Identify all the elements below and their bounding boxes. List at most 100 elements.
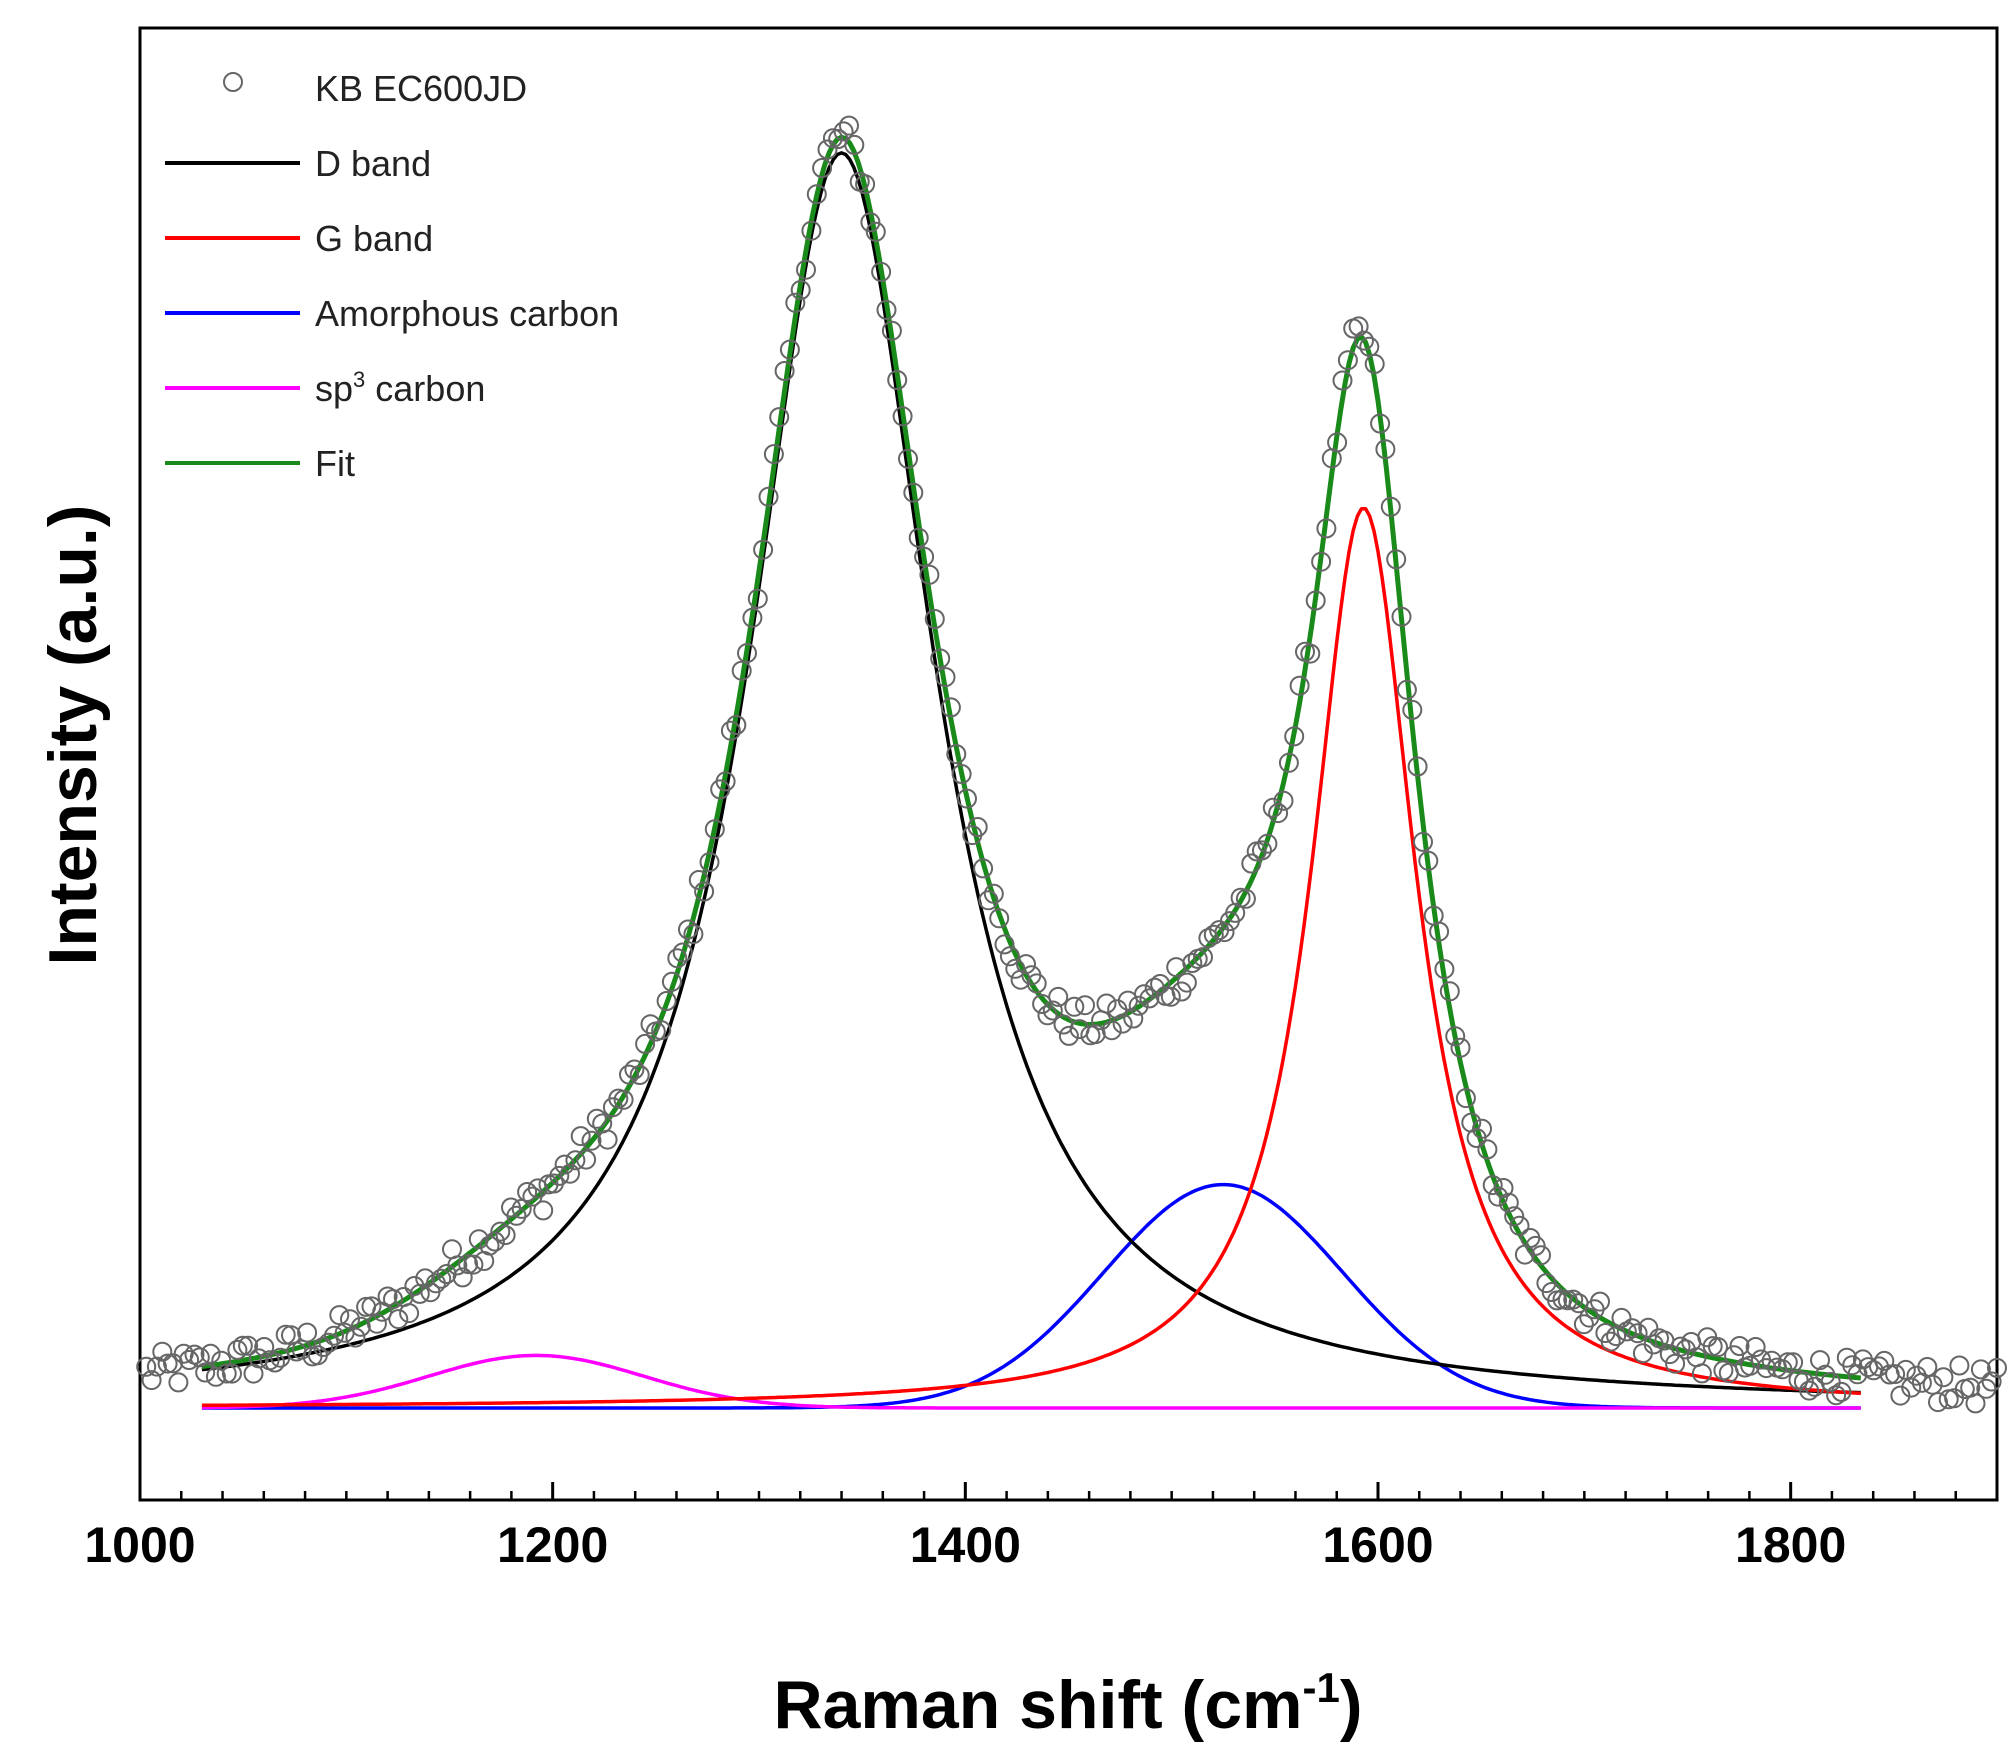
- data-point: [1128, 995, 1149, 1016]
- data-point: [801, 220, 822, 241]
- legend-entry: G band: [315, 218, 433, 259]
- data-point: [940, 697, 961, 718]
- data-point: [683, 924, 704, 945]
- data-point: [490, 1221, 511, 1242]
- data-point: [141, 1370, 162, 1391]
- data-point: [763, 444, 784, 465]
- data-point: [924, 609, 945, 629]
- x-tick-labels: 1000 1200 1400 1600 1800: [84, 1517, 1846, 1573]
- data-point: [1016, 954, 1036, 975]
- data-point: [1509, 1215, 1530, 1236]
- data-point: [1337, 350, 1358, 371]
- data-point: [629, 1065, 650, 1085]
- data-point: [903, 482, 924, 503]
- data-point: [211, 1350, 232, 1371]
- data-point: [136, 1356, 157, 1377]
- data-point: [935, 667, 956, 688]
- data-point: [1981, 1371, 2002, 1392]
- x-major-ticks: [138, 1482, 1793, 1500]
- data-point: [1616, 1321, 1637, 1342]
- data-point: [930, 648, 951, 669]
- data-point: [366, 1313, 387, 1334]
- data-point: [1112, 1013, 1133, 1034]
- data-point: [1262, 797, 1283, 818]
- data-point: [1643, 1334, 1664, 1355]
- data-point: [1348, 316, 1369, 337]
- data-point: [699, 852, 720, 873]
- data-point: [1284, 726, 1305, 747]
- data-point: [495, 1225, 516, 1246]
- data-point: [790, 280, 811, 300]
- data-point: [1504, 1206, 1525, 1227]
- data-point: [887, 370, 908, 390]
- data-point: [1917, 1357, 1938, 1377]
- data-point: [146, 1356, 167, 1377]
- data-point: [1783, 1352, 1804, 1373]
- data-point: [458, 1254, 479, 1275]
- data-point: [758, 486, 779, 507]
- data-point: [1928, 1392, 1948, 1413]
- data-point: [688, 870, 709, 890]
- data-point: [1289, 675, 1310, 696]
- data-point: [1026, 973, 1047, 994]
- data-point: [1498, 1192, 1519, 1213]
- data-point: [1386, 549, 1407, 570]
- data-point: [769, 407, 790, 428]
- data-point: [1729, 1336, 1750, 1356]
- data-point: [1413, 831, 1433, 852]
- data-point: [694, 881, 715, 902]
- series-line-d-band: [201, 151, 1861, 1395]
- data-point: [1193, 947, 1213, 968]
- data-point: [1332, 370, 1353, 391]
- data-point: [999, 946, 1020, 967]
- legend-entry: Amorphous carbon: [315, 293, 619, 334]
- data-point: [549, 1165, 570, 1186]
- data-point: [388, 1309, 409, 1330]
- data-point: [957, 788, 977, 809]
- data-point: [1375, 439, 1396, 460]
- data-point: [1273, 790, 1294, 811]
- legend-marker: [223, 72, 243, 92]
- data-point: [951, 764, 972, 784]
- data-point: [624, 1059, 645, 1080]
- x-tick-label: 1200: [497, 1517, 608, 1573]
- data-point: [463, 1254, 484, 1275]
- data-point: [173, 1343, 194, 1364]
- data-point: [1257, 833, 1278, 854]
- data-point: [1241, 853, 1262, 874]
- data-point: [1482, 1175, 1503, 1196]
- data-point: [1123, 1008, 1144, 1029]
- x-tick-label: 1600: [1322, 1517, 1433, 1573]
- data-point: [839, 115, 859, 136]
- data-point: [484, 1231, 505, 1252]
- data-point: [1799, 1380, 1820, 1401]
- data-point: [340, 1309, 360, 1330]
- legend: KB EC600JD D band G band Amorphous carbon sp…: [165, 68, 619, 484]
- data-point: [806, 184, 827, 205]
- data-point: [994, 934, 1015, 955]
- data-point: [704, 819, 725, 840]
- data-point: [1477, 1139, 1498, 1160]
- data-point: [399, 1303, 420, 1324]
- data-point: [1139, 988, 1160, 1009]
- data-point: [383, 1289, 403, 1310]
- x-tick-label: 1400: [910, 1517, 1021, 1573]
- data-point: [216, 1363, 237, 1384]
- data-point: [1354, 330, 1374, 351]
- data-point: [946, 744, 967, 765]
- data-point: [1691, 1363, 1712, 1384]
- data-point: [742, 607, 763, 628]
- data-point: [892, 406, 913, 427]
- data-point: [447, 1255, 468, 1276]
- data-point: [468, 1229, 489, 1250]
- data-point: [1037, 1005, 1058, 1026]
- data-point: [1949, 1355, 1970, 1376]
- legend-entry: Fit: [315, 443, 355, 484]
- data-point: [1064, 996, 1085, 1017]
- data-point: [324, 1325, 344, 1346]
- data-point: [914, 546, 935, 567]
- data-point: [967, 817, 988, 837]
- data-point: [345, 1327, 366, 1348]
- data-point: [651, 1020, 672, 1041]
- data-point: [452, 1267, 473, 1288]
